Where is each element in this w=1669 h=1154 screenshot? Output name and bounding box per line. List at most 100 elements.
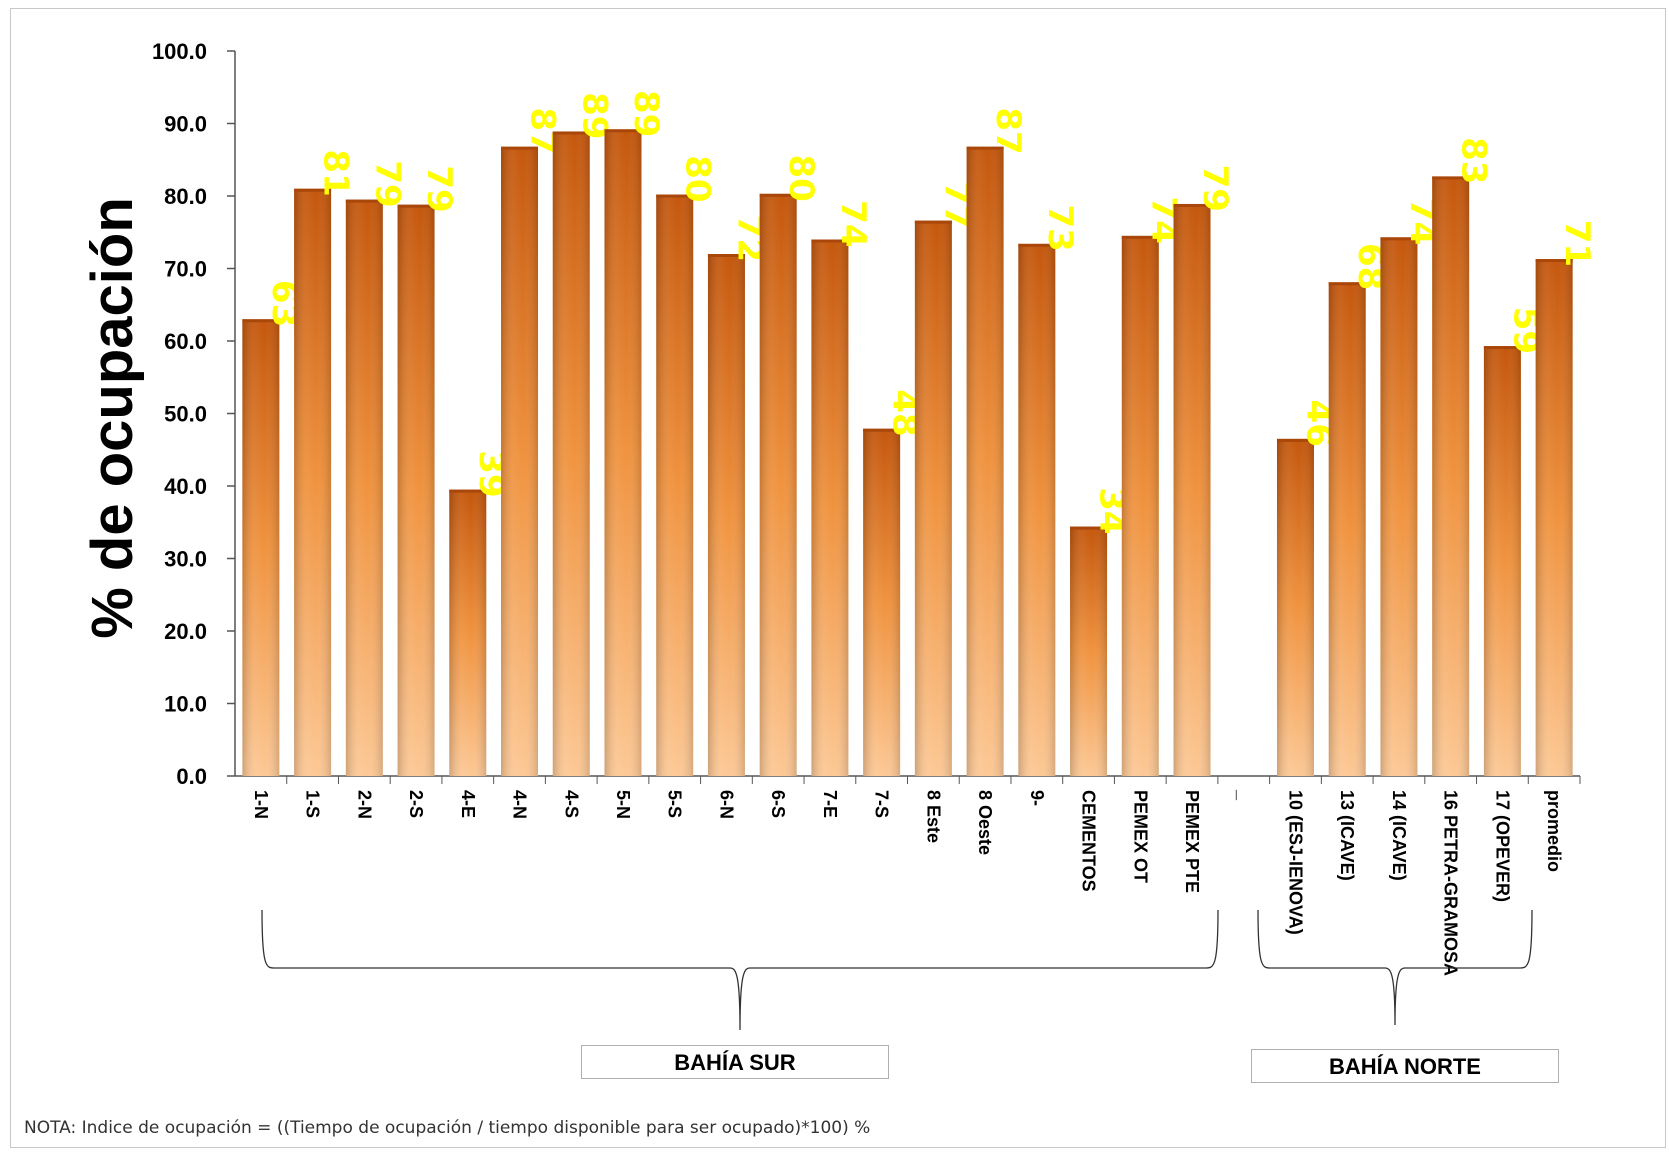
bar-shading: [1018, 243, 1056, 777]
bar-shading: [1121, 235, 1159, 776]
bar-top-edge: [1173, 203, 1211, 207]
x-tick-label: CEMENTOS: [1079, 790, 1099, 892]
x-tick-label: 17 (OPEVER): [1492, 790, 1512, 902]
bar-top-edge: [1121, 235, 1159, 239]
y-axis: 0.0 10.0 20.0 30.0 40.0 50.0 60.0 70.0 80.0 90.0 1…: [152, 39, 1580, 789]
bar-shading: [1328, 282, 1366, 776]
group-label-bahia-norte: BAHÍA NORTE: [1251, 1049, 1559, 1083]
x-tick-label: PEMEX OT: [1130, 790, 1150, 883]
x-tick-label: 2-N: [354, 790, 374, 819]
x-tick-label: 4-N: [510, 790, 530, 819]
x-tick-label: 10 (ESJ-IENOVA): [1285, 790, 1305, 935]
data-label: 74: [833, 200, 873, 247]
x-tick-label: 1-S: [303, 790, 323, 818]
bar-shading: [1535, 259, 1573, 776]
x-tick-label: 6-S: [768, 790, 788, 818]
y-tick-label: 30.0: [164, 547, 207, 572]
bar-top-edge: [1328, 282, 1366, 286]
x-tick-label: 16 PETRA-GRAMOSA: [1441, 790, 1461, 976]
bar-shading: [1483, 346, 1521, 776]
bar-shading: [397, 204, 435, 776]
y-tick-label: 10.0: [164, 692, 207, 717]
y-tick-label: 90.0: [164, 112, 207, 137]
data-label: 79: [1195, 165, 1235, 212]
x-tick-label: 14 (ICAVE): [1389, 790, 1409, 881]
y-tick-label: 100.0: [152, 39, 207, 64]
bar-shading: [294, 188, 332, 776]
x-tick-label: 8 Oeste: [975, 790, 995, 855]
bar-top-edge: [1380, 237, 1418, 241]
data-label: 71: [1557, 220, 1597, 267]
bar-top-edge: [1070, 526, 1108, 530]
data-label: 73: [1040, 205, 1080, 252]
data-label: 87: [988, 107, 1028, 154]
y-tick-label: 80.0: [164, 184, 207, 209]
bar-shading: [1432, 176, 1470, 777]
bar-shading: [449, 489, 487, 776]
bar-top-edge: [345, 199, 383, 203]
group-label-bahia-sur: BAHÍA SUR: [581, 1045, 889, 1079]
x-tick-label: 9-: [1027, 790, 1047, 806]
x-tick-label: 7-S: [872, 790, 892, 818]
bar-top-edge: [656, 194, 694, 198]
bar-shading: [604, 129, 642, 777]
x-tick-label: promedio: [1544, 790, 1564, 872]
y-tick-label: 40.0: [164, 474, 207, 499]
bar-shading: [811, 239, 849, 776]
y-tick-label: 0.0: [176, 764, 207, 789]
bar-top-edge: [707, 254, 745, 257]
bar-shading: [759, 193, 797, 776]
x-tick-label: 2-S: [406, 790, 426, 818]
x-axis-labels: 1-N 1-S 2-N 2-S 4-E 4-N 4-S 5-N 5-S 6-N 6-S 7-E 7-S 8…: [251, 776, 1581, 976]
bar-top-edge: [759, 193, 797, 197]
bar-shading: [1173, 203, 1211, 777]
bar-top-edge: [863, 428, 901, 432]
bar-shading: [966, 146, 1004, 776]
bar-top-edge: [501, 146, 539, 150]
y-tick-label: 60.0: [164, 329, 207, 354]
x-tick-label: 7-E: [820, 790, 840, 818]
bar-top-edge: [1535, 259, 1573, 263]
y-tick-label: 20.0: [164, 619, 207, 644]
bar-shading: [501, 146, 539, 776]
bar-top-edge: [449, 489, 487, 493]
brace-bahia-norte: [1257, 909, 1533, 1026]
footnote: NOTA: Indice de ocupación = ((Tiempo de …: [24, 1118, 871, 1138]
x-tick-label: 5-S: [665, 790, 685, 818]
bar-shading: [1070, 526, 1108, 776]
x-tick-label: 13 (ICAVE): [1337, 790, 1357, 881]
bar-top-edge: [552, 131, 590, 135]
bar-top-edge: [811, 239, 849, 243]
bar-top-edge: [1018, 243, 1056, 247]
bar-shading: [552, 131, 590, 777]
bar-top-edge: [294, 188, 332, 192]
bar-shading: [345, 199, 383, 776]
bar-shading: [656, 194, 694, 777]
y-tick-label: 70.0: [164, 257, 207, 282]
bar-top-edge: [966, 146, 1004, 150]
brace-bahia-sur: [261, 909, 1219, 1031]
y-tick-label: 50.0: [164, 402, 207, 427]
bar-top-edge: [1432, 176, 1470, 180]
data-label: 80: [781, 154, 821, 201]
chart-frame: [10, 8, 1666, 1148]
bar-top-edge: [914, 220, 952, 224]
x-tick-label: 8 Este: [923, 790, 943, 843]
x-tick-label: 1-N: [251, 790, 271, 819]
bar-shading: [1276, 438, 1314, 776]
bar-shading: [707, 254, 745, 776]
bar-shading: [863, 428, 901, 776]
bar-top-edge: [1483, 346, 1521, 350]
data-label: 83: [1454, 137, 1494, 184]
bar-shading: [914, 220, 952, 776]
x-tick-label: 6-N: [716, 790, 736, 819]
x-tick-label: 5-N: [613, 790, 633, 819]
bar-top-edge: [242, 319, 280, 323]
data-label: 79: [367, 160, 407, 207]
bar-top-edge: [397, 204, 435, 208]
x-tick-label: PEMEX PTE: [1182, 790, 1202, 893]
bar-top-edge: [1276, 438, 1314, 442]
bar-shading: [1380, 237, 1418, 776]
